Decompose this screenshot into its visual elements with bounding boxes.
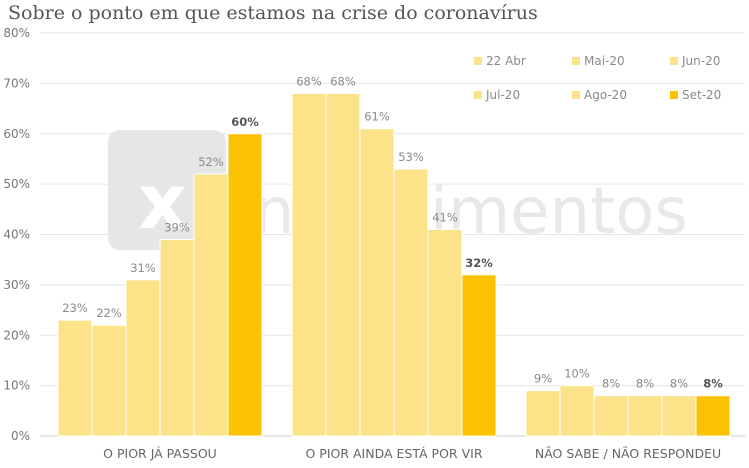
category-label: O PIOR AINDA ESTÁ POR VIR xyxy=(305,446,482,461)
legend-item: Set-20 xyxy=(682,88,721,102)
data-label: 32% xyxy=(465,256,493,270)
bar xyxy=(325,92,361,437)
bar xyxy=(91,324,127,437)
y-tick-label: 0% xyxy=(11,429,30,443)
category-label: NÃO SABE / NÃO RESPONDEU xyxy=(535,446,721,461)
y-tick-label: 20% xyxy=(3,328,30,342)
bar xyxy=(627,395,663,437)
svg-text:x: x xyxy=(138,157,187,246)
bar xyxy=(159,239,195,437)
bar xyxy=(393,168,429,437)
legend-swatch xyxy=(572,91,580,99)
bar xyxy=(525,390,561,437)
data-label: 61% xyxy=(364,110,390,124)
chart-title: Sobre o ponto em que estamos na crise do… xyxy=(8,2,538,24)
data-label: 8% xyxy=(670,377,688,391)
data-label: 8% xyxy=(636,377,654,391)
legend: 22 Abr Mai-20 Jun-20 Jul-20 Ago-20 Set-20 xyxy=(474,54,721,102)
bar xyxy=(57,319,93,437)
bar xyxy=(695,395,731,437)
legend-swatch xyxy=(474,91,482,99)
data-label: 8% xyxy=(602,377,620,391)
legend-item: Jul-20 xyxy=(485,88,520,102)
bar xyxy=(193,173,229,437)
bar xyxy=(125,279,161,437)
legend-swatch xyxy=(670,91,678,99)
data-label: 39% xyxy=(164,221,190,235)
data-label: 52% xyxy=(198,155,224,169)
bar xyxy=(559,385,595,437)
bar xyxy=(461,274,497,437)
legend-swatch xyxy=(670,57,678,65)
y-tick-label: 60% xyxy=(3,127,30,141)
legend-item: Jun-20 xyxy=(681,54,720,68)
category-label: O PIOR JÁ PASSOU xyxy=(103,446,217,461)
y-tick-label: 10% xyxy=(3,379,30,393)
bar xyxy=(227,133,263,437)
bar xyxy=(291,92,327,437)
y-tick-label: 70% xyxy=(3,76,30,90)
y-tick-label: 40% xyxy=(3,228,30,242)
data-label: 10% xyxy=(564,367,590,381)
bar xyxy=(359,128,395,437)
y-tick-label: 80% xyxy=(3,26,30,40)
legend-item: Mai-20 xyxy=(584,54,625,68)
data-label: 9% xyxy=(534,372,552,386)
bar xyxy=(427,228,463,437)
y-tick-label: 30% xyxy=(3,278,30,292)
data-label: 41% xyxy=(432,210,458,224)
bar xyxy=(661,395,697,437)
legend-swatch xyxy=(474,57,482,65)
data-label: 68% xyxy=(330,74,356,88)
legend-item: Ago-20 xyxy=(584,88,627,102)
data-label: 60% xyxy=(231,115,259,129)
y-tick-label: 50% xyxy=(3,177,30,191)
data-label: 23% xyxy=(62,301,88,315)
data-label: 31% xyxy=(130,261,156,275)
data-label: 68% xyxy=(296,74,322,88)
bar xyxy=(593,395,629,437)
data-label: 22% xyxy=(96,306,122,320)
data-label: 53% xyxy=(398,150,424,164)
data-label: 8% xyxy=(703,377,723,391)
legend-item: 22 Abr xyxy=(486,54,526,68)
legend-swatch xyxy=(572,57,580,65)
